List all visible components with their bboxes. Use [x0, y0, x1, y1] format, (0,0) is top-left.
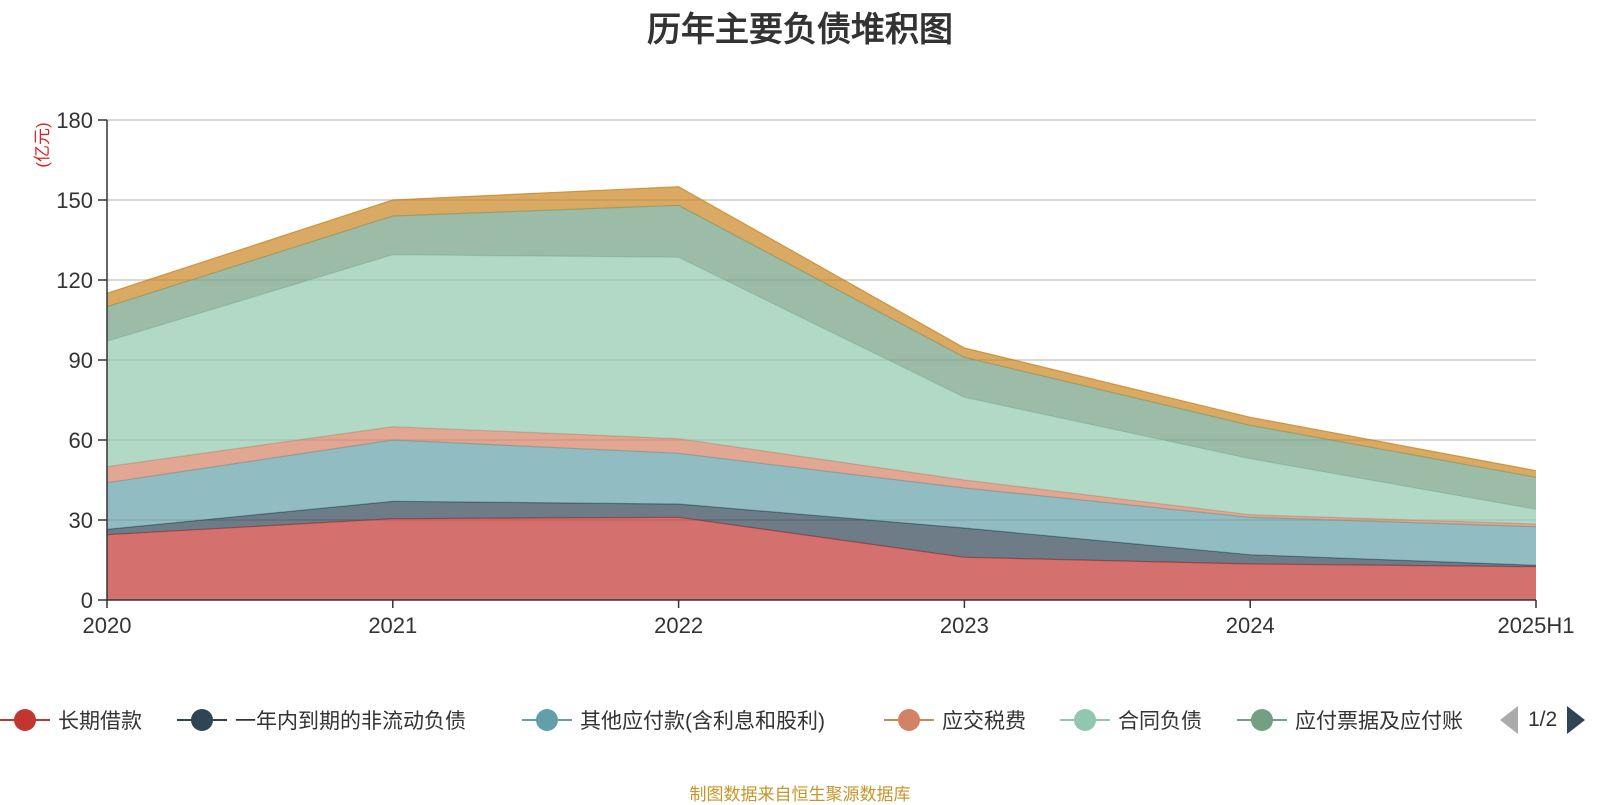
legend-marker-icon	[177, 702, 227, 738]
x-tick-label: 2022	[654, 613, 703, 638]
legend-marker-icon	[1237, 702, 1287, 738]
legend-prev-arrow-icon[interactable]	[1500, 706, 1518, 734]
legend-label: 其他应付款(含利息和股利)	[580, 710, 825, 733]
y-tick-label: 180	[56, 108, 93, 133]
series-area	[107, 501, 1536, 567]
y-tick-label: 90	[69, 348, 93, 373]
legend-item[interactable]: 一年内到期的非流动负债	[177, 702, 466, 738]
series-area	[107, 517, 1536, 600]
legend-item[interactable]: 长期借款	[0, 702, 142, 738]
legend-pager: 1/2	[1500, 702, 1586, 738]
legend-marker-icon	[884, 702, 934, 738]
legend-item[interactable]: 合同负债	[1060, 702, 1202, 738]
legend-item[interactable]: 应交税费	[884, 702, 1026, 738]
source-note: 制图数据来自恒生聚源数据库	[689, 785, 911, 804]
legend-label: 应交税费	[942, 710, 1026, 733]
legend-item[interactable]: 其他应付款(含利息和股利)	[522, 702, 825, 738]
y-tick-label: 0	[81, 588, 93, 613]
legend-page-indicator: 1/2	[1528, 708, 1558, 731]
y-tick-label: 120	[56, 268, 93, 293]
chart-title: 历年主要负债堆积图	[647, 11, 953, 49]
series-area	[107, 186, 1536, 478]
y-axis-unit: (亿元)	[33, 122, 52, 167]
series-area	[107, 440, 1536, 566]
legend-label: 长期借款	[58, 710, 142, 733]
series-area	[107, 205, 1536, 510]
x-tick-label: 2025H1	[1497, 613, 1574, 638]
x-tick-label: 2020	[83, 613, 132, 638]
legend-marker-icon	[522, 702, 572, 738]
stacked-areas	[106, 186, 1537, 600]
x-tick-label: 2024	[1226, 613, 1275, 638]
y-tick-label: 150	[56, 188, 93, 213]
legend-marker-icon	[0, 702, 50, 738]
y-tick-label: 60	[69, 428, 93, 453]
legend: 长期借款 一年内到期的非流动负债 其他应付款(含利息和股利) 应交税费 合同负债 应付票据…	[0, 702, 1490, 738]
legend-next-arrow-icon[interactable]	[1567, 706, 1586, 734]
legend-label: 应付票据及应付账	[1295, 710, 1463, 733]
legend-label: 合同负债	[1118, 710, 1202, 733]
x-tick-label: 2023	[940, 613, 989, 638]
legend-label: 一年内到期的非流动负债	[235, 710, 466, 733]
series-area	[107, 254, 1536, 524]
series-line	[106, 186, 1537, 472]
y-tick-label: 30	[69, 508, 93, 533]
legend-item[interactable]: 应付票据及应付账	[1237, 702, 1463, 738]
x-tick-label: 2021	[368, 613, 417, 638]
legend-marker-icon	[1060, 702, 1110, 738]
axes: 0 30 60 90 120 150 180 2020 2021 2022 2023 2024 2025…	[56, 108, 1574, 638]
